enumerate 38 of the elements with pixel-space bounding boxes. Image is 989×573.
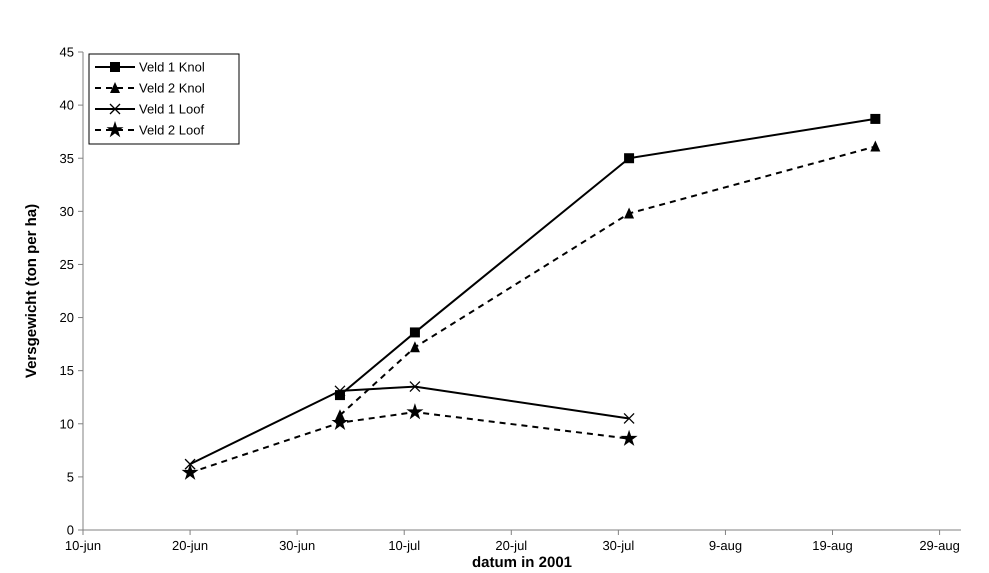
point: [870, 114, 880, 124]
y-tick-label: 25: [60, 256, 74, 272]
point: [624, 153, 634, 164]
point: [410, 327, 420, 338]
point: [334, 385, 346, 396]
x-tick-label: 30-jul: [602, 538, 634, 553]
legend-label: Veld 2 Knol: [139, 80, 205, 96]
x-tick-label: 20-jul: [495, 538, 528, 553]
x-tick-label: 20-jun: [172, 538, 208, 553]
y-tick-label: 10: [60, 416, 74, 432]
legend-label: Veld 1 Knol: [139, 60, 205, 75]
y-tick-label: 20: [60, 310, 74, 326]
point: [624, 207, 634, 218]
y-tick-label: 5: [66, 469, 74, 484]
point: [410, 341, 420, 352]
x-tick-label: 10-jul: [388, 538, 420, 553]
point: [182, 464, 199, 480]
y-tick-label: 15: [60, 363, 74, 378]
x-axis-title: datum in 2001: [472, 554, 572, 571]
x-tick-label: 29-aug: [919, 538, 960, 553]
point: [406, 403, 424, 420]
x-tick-label: 19-aug: [812, 538, 853, 553]
x-tick-label: 9-aug: [708, 538, 742, 553]
x-tick-label: 10-jun: [64, 538, 102, 553]
point: [620, 430, 638, 446]
point: [623, 412, 635, 424]
y-tick-label: 45: [60, 44, 74, 60]
y-tick-label: 40: [60, 98, 74, 113]
point: [409, 380, 421, 392]
legend-label: Veld 1 Loof: [139, 102, 204, 117]
y-tick-label: 35: [60, 150, 74, 166]
y-axis-title: Versgewicht (ton per ha): [23, 204, 40, 378]
y-tick-label: 30: [60, 204, 74, 219]
point: [870, 140, 880, 152]
y-tick-label: 0: [66, 522, 74, 538]
legend-label: Veld 2 Loof: [139, 122, 204, 138]
x-tick-label: 30-jun: [279, 538, 316, 553]
point: [184, 458, 196, 470]
